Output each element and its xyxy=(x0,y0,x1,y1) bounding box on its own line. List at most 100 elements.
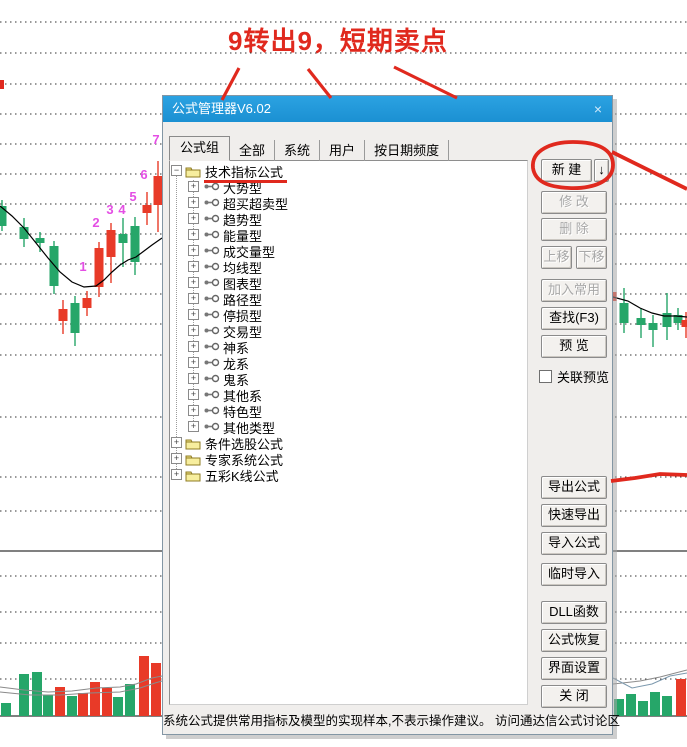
tree-item[interactable]: + 五彩K线公式 xyxy=(170,467,527,484)
tree-item-label: 技术指标公式 xyxy=(205,164,284,180)
folder-icon xyxy=(185,437,201,450)
expand-toggle[interactable]: + xyxy=(188,293,199,304)
td-sequence-number: 7 xyxy=(152,132,159,147)
close-button[interactable]: 关 闭 xyxy=(541,685,607,708)
tree-item[interactable]: + 成交量型 xyxy=(170,243,527,260)
tree-item[interactable]: + 图表型 xyxy=(170,275,527,292)
formula-type-key-icon xyxy=(203,309,220,320)
delete-button[interactable]: 删 除 xyxy=(541,218,607,241)
tab-1[interactable]: 全部 xyxy=(230,140,276,161)
tab-4[interactable]: 按日期频度 xyxy=(365,140,450,161)
tree-item-label: 鬼系 xyxy=(223,372,250,388)
tree-item[interactable]: + 停损型 xyxy=(170,307,527,324)
expand-toggle[interactable]: + xyxy=(188,181,199,192)
expand-toggle[interactable]: + xyxy=(171,453,182,464)
expand-toggle[interactable]: + xyxy=(188,325,199,336)
expand-toggle[interactable]: + xyxy=(188,309,199,320)
td-sequence-number: 5 xyxy=(129,189,136,204)
ma-line xyxy=(612,669,687,685)
tree-item[interactable]: + 能量型 xyxy=(170,227,527,244)
tree-item[interactable]: + 条件选股公式 xyxy=(170,435,527,452)
tree-item-label: 成交量型 xyxy=(223,244,276,260)
tree-item-label: 均线型 xyxy=(223,260,263,276)
red-underline-annotation xyxy=(204,180,287,183)
expand-toggle[interactable]: + xyxy=(188,245,199,256)
volume-bar xyxy=(102,688,112,716)
expand-toggle[interactable]: + xyxy=(188,373,199,384)
formula-type-key-icon xyxy=(203,373,220,384)
ui-settings-button[interactable]: 界面设置 xyxy=(541,657,607,680)
tree-item[interactable]: + 龙系 xyxy=(170,355,527,372)
tab-formula-group[interactable]: 公式组 xyxy=(169,136,231,161)
find-button[interactable]: 查找(F3) xyxy=(541,307,607,330)
volume-bar xyxy=(19,674,29,716)
candle-body xyxy=(662,313,672,327)
expand-toggle[interactable]: + xyxy=(188,261,199,272)
formula-tree-panel[interactable]: − 技术指标公式 + 大势型 + 超买超卖型 + 趋势型 + 能量型 + 成交量型 + 均线型 + 图表型 + 路… xyxy=(169,160,528,705)
candle-body xyxy=(94,248,104,287)
modify-button[interactable]: 修 改 xyxy=(541,191,607,214)
candle-body xyxy=(609,292,617,301)
td-sequence-number: 6 xyxy=(140,167,147,182)
tab-3[interactable]: 用户 xyxy=(320,140,366,161)
candle-body xyxy=(648,323,658,330)
dll-button[interactable]: DLL函数 xyxy=(541,601,607,624)
td-sequence-number: 1 xyxy=(79,259,86,274)
volume-bar xyxy=(676,679,686,716)
tree-item-label: 能量型 xyxy=(223,228,263,244)
expand-toggle[interactable]: + xyxy=(171,469,182,480)
move-up-button[interactable]: 上移 xyxy=(541,246,572,269)
volume-bar xyxy=(650,692,660,716)
tab-2[interactable]: 系统 xyxy=(275,140,321,161)
add-favorite-button[interactable]: 加入常用 xyxy=(541,279,607,302)
tree-item[interactable]: + 路径型 xyxy=(170,291,527,308)
new-arrow-button[interactable]: ↓ xyxy=(594,159,609,182)
tree-item[interactable]: + 趋势型 xyxy=(170,211,527,228)
export-button[interactable]: 导出公式 xyxy=(541,476,607,499)
tree-item[interactable]: + 神系 xyxy=(170,339,527,356)
formula-type-key-icon xyxy=(203,357,220,368)
tree-item[interactable]: + 鬼系 xyxy=(170,371,527,388)
tree-item[interactable]: + 其他类型 xyxy=(170,419,527,436)
tree-item[interactable]: + 大势型 xyxy=(170,179,527,196)
chart-annotation-headline: 9转出9，短期卖点 xyxy=(228,26,448,56)
folder-icon xyxy=(185,453,201,466)
restore-button[interactable]: 公式恢复 xyxy=(541,629,607,652)
move-down-button[interactable]: 下移 xyxy=(576,246,607,269)
tree-item[interactable]: − 技术指标公式 xyxy=(170,163,527,180)
tree-item[interactable]: + 交易型 xyxy=(170,323,527,340)
volume-bar xyxy=(614,699,624,716)
expand-toggle[interactable]: + xyxy=(188,389,199,400)
expand-toggle[interactable]: + xyxy=(188,229,199,240)
expand-toggle[interactable]: + xyxy=(188,277,199,288)
quick-export-button[interactable]: 快速导出 xyxy=(541,504,607,527)
new-button[interactable]: 新 建 xyxy=(541,159,592,182)
expand-toggle[interactable]: + xyxy=(171,437,182,448)
candle-body xyxy=(153,176,163,205)
temp-import-button[interactable]: 临时导入 xyxy=(541,563,607,586)
close-icon[interactable]: × xyxy=(593,101,603,117)
preview-button[interactable]: 预 览 xyxy=(541,335,607,358)
volume-bar xyxy=(662,696,672,716)
expand-toggle[interactable]: + xyxy=(188,341,199,352)
tree-item[interactable]: + 超买超卖型 xyxy=(170,195,527,212)
tree-item-label: 趋势型 xyxy=(223,212,263,228)
tree-item[interactable]: + 特色型 xyxy=(170,403,527,420)
tree-item[interactable]: + 其他系 xyxy=(170,387,527,404)
tree-item[interactable]: + 均线型 xyxy=(170,259,527,276)
dialog-titlebar[interactable]: 公式管理器V6.02 × xyxy=(163,96,612,122)
expand-toggle[interactable]: + xyxy=(188,421,199,432)
formula-type-key-icon xyxy=(203,245,220,256)
expand-toggle[interactable]: + xyxy=(188,405,199,416)
expand-toggle[interactable]: − xyxy=(171,165,182,176)
expand-toggle[interactable]: + xyxy=(188,213,199,224)
tree-item[interactable]: + 专家系统公式 xyxy=(170,451,527,468)
linked-preview-row: 关联预览 xyxy=(539,367,609,386)
tree-item-label: 专家系统公式 xyxy=(205,452,284,468)
expand-toggle[interactable]: + xyxy=(188,357,199,368)
linked-preview-checkbox[interactable] xyxy=(539,370,552,383)
import-button[interactable]: 导入公式 xyxy=(541,532,607,555)
expand-toggle[interactable]: + xyxy=(188,197,199,208)
linked-preview-label: 关联预览 xyxy=(557,370,610,385)
